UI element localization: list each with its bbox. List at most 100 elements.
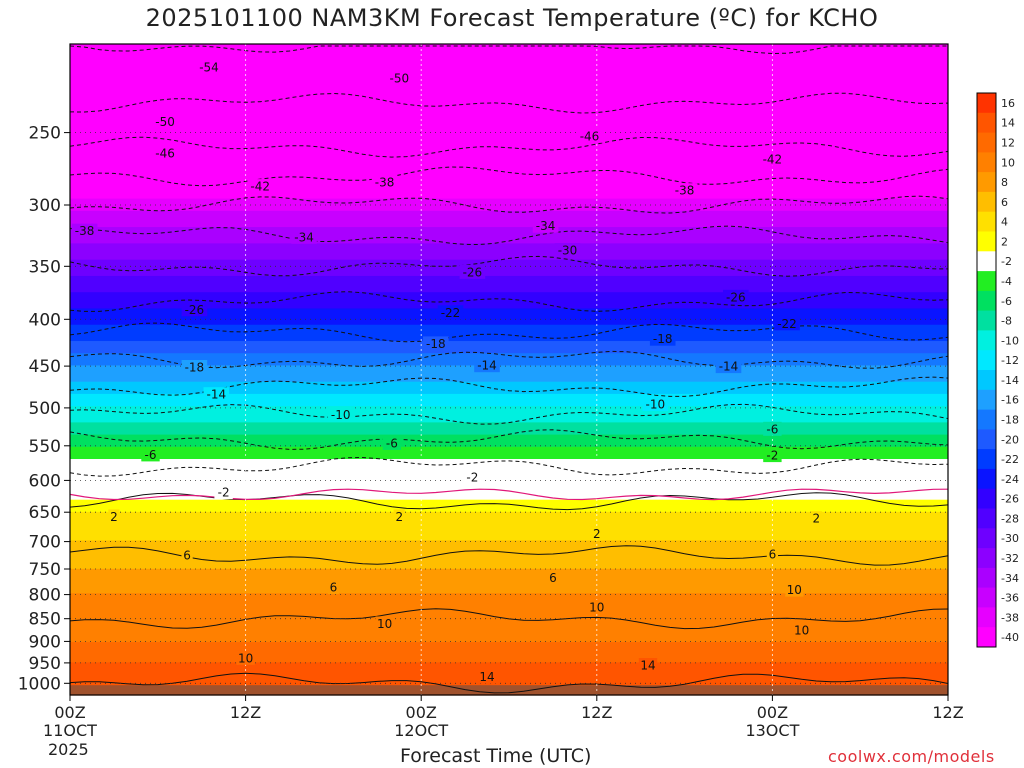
- temperature-band: [70, 642, 948, 647]
- temperature-band: [70, 495, 948, 501]
- y-tick-label: 300: [29, 196, 61, 216]
- temperature-band: [70, 666, 948, 672]
- contour-label: -42: [250, 180, 270, 194]
- temperature-band: [70, 174, 948, 179]
- temperature-band: [70, 621, 948, 627]
- contour-label-bg: [723, 289, 749, 304]
- temperature-band: [70, 361, 948, 367]
- colorbar-cell: [977, 409, 996, 430]
- contour-label-bg: [152, 145, 178, 160]
- contour-label-bg: [152, 114, 178, 129]
- colorbar-label: 10: [1001, 156, 1015, 169]
- temperature-band: [70, 288, 948, 293]
- temperature-band: [70, 223, 948, 228]
- temperature-band: [70, 572, 948, 578]
- temperature-band: [70, 564, 948, 570]
- colorbar-label: -28: [1001, 512, 1019, 525]
- colorbar-label: 4: [1001, 216, 1008, 229]
- contour-label: -30: [558, 244, 578, 258]
- colorbar-label: -2: [1001, 255, 1012, 268]
- contour-line: [69, 608, 949, 630]
- contour-label-bg: [382, 435, 402, 450]
- temperature-band: [70, 528, 948, 533]
- temperature-band: [70, 80, 948, 86]
- temperature-band: [70, 585, 948, 590]
- y-tick-label: 850: [29, 610, 61, 630]
- temperature-band: [70, 336, 948, 342]
- temperature-band: [70, 609, 948, 615]
- contour-label-bg: [236, 650, 255, 665]
- temperature-band: [70, 682, 948, 688]
- contour-label-bg: [587, 599, 606, 614]
- temperature-band: [70, 157, 948, 163]
- colorbar-label: -32: [1001, 552, 1019, 565]
- y-tick-label: 700: [29, 533, 61, 553]
- temperature-band: [70, 52, 948, 57]
- temperature-band: [70, 214, 948, 220]
- colorbar-label: -30: [1001, 532, 1019, 545]
- contour-line: [69, 255, 949, 277]
- temperature-band: [70, 568, 948, 574]
- contour-label: -46: [580, 129, 600, 143]
- temperature-band: [70, 393, 948, 399]
- temperature-band: [70, 475, 948, 480]
- contour-label: -34: [536, 219, 556, 233]
- contour-label: 6: [769, 547, 777, 561]
- watermark-link[interactable]: coolwx.com/models: [828, 747, 995, 766]
- temperature-band: [70, 44, 948, 49]
- temperature-band: [70, 520, 948, 525]
- temperature-band: [70, 414, 948, 419]
- temperature-band: [70, 231, 948, 236]
- contour-line: [69, 322, 949, 343]
- temperature-band: [70, 491, 948, 497]
- temperature-band: [70, 161, 948, 167]
- temperature-band: [70, 377, 948, 383]
- contour-line: [69, 195, 949, 214]
- temperature-band: [70, 345, 948, 350]
- x-tick-label: 12Z: [230, 703, 261, 722]
- temperature-band: [70, 658, 948, 664]
- contour-label: -18: [653, 332, 673, 346]
- temperature-band: [70, 597, 948, 603]
- contour-label-bg: [810, 511, 822, 526]
- contour-label-bg: [792, 623, 811, 638]
- temperature-band: [70, 267, 948, 273]
- temperature-band: [70, 186, 948, 192]
- contour-label: -34: [294, 230, 314, 244]
- temperature-band: [70, 357, 948, 362]
- temperature-band: [70, 674, 948, 680]
- temperature-band: [70, 678, 948, 684]
- contour-label-bg: [576, 128, 603, 143]
- temperature-band: [70, 654, 948, 659]
- temperature-band: [70, 524, 948, 529]
- colorbar-label: -22: [1001, 453, 1019, 466]
- contour-label-bg: [547, 570, 559, 585]
- temperature-band: [70, 548, 948, 554]
- contour-label: -22: [441, 306, 461, 320]
- colorbar-cell: [977, 370, 996, 391]
- contour-label: 6: [549, 571, 557, 585]
- contour-label: 2: [812, 512, 820, 526]
- colorbar-cell: [977, 231, 996, 252]
- temperature-band: [70, 430, 948, 436]
- colorbar-cell: [977, 350, 996, 371]
- temperature-band: [70, 141, 948, 147]
- temperature-band: [70, 536, 948, 541]
- contour-line: [69, 545, 949, 566]
- x-tick-date-label: 11OCT: [43, 721, 97, 740]
- contour-label-bg: [181, 548, 193, 562]
- colorbar-label: -26: [1001, 493, 1019, 506]
- temperature-band: [70, 206, 948, 212]
- colorbar-label: -20: [1001, 433, 1019, 446]
- x-tick-label: 12Z: [581, 703, 612, 722]
- y-tick-label: 450: [29, 357, 61, 377]
- temperature-band: [70, 235, 948, 240]
- temperature-band: [70, 515, 948, 521]
- contour-line: [69, 429, 949, 450]
- temperature-band: [70, 239, 948, 244]
- temperature-band: [70, 96, 948, 102]
- colorbar-cell: [977, 93, 996, 114]
- temperature-band: [70, 544, 948, 550]
- contour-label-bg: [375, 616, 394, 631]
- contour-label-bg: [247, 179, 273, 194]
